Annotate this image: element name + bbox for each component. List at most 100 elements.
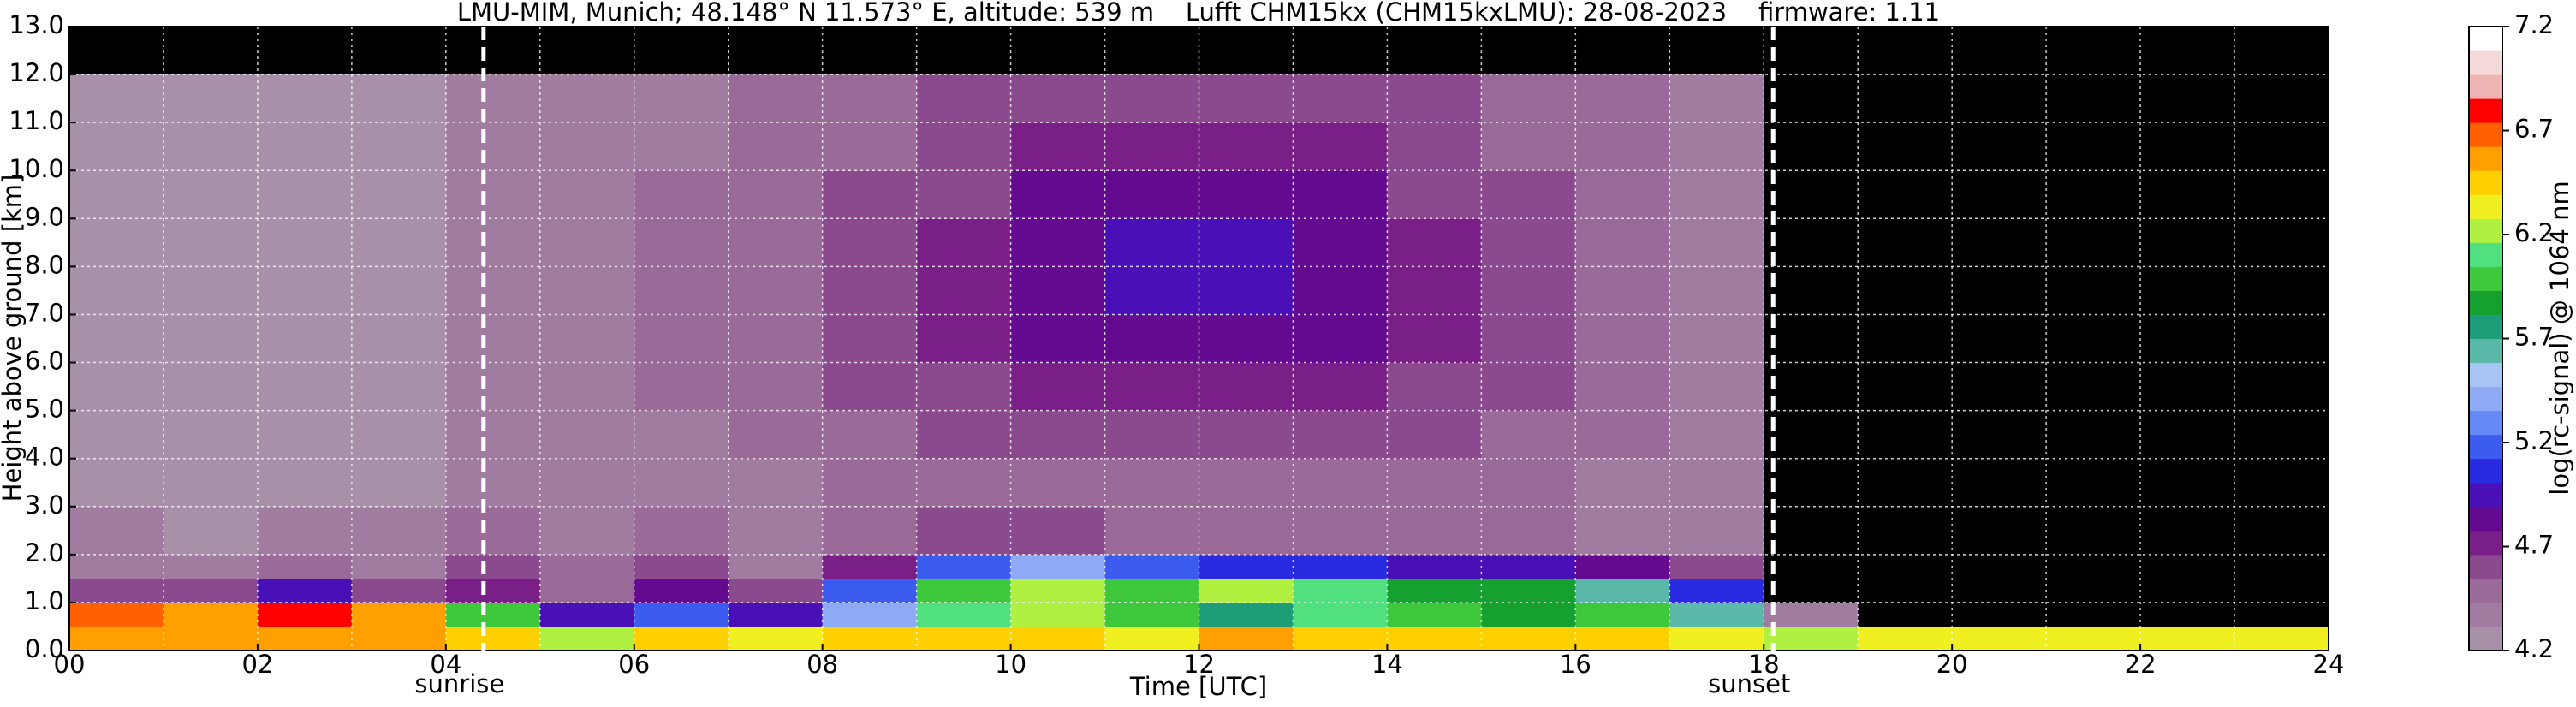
x-tick-label: 00 [54, 650, 86, 679]
heatmap-cell [1764, 578, 1859, 603]
heatmap-cell [1293, 602, 1388, 627]
heatmap-cell [69, 410, 164, 460]
colorbar-swatch [2469, 506, 2502, 532]
y-tick-label: 13.0 [9, 10, 64, 39]
heatmap-cell [539, 218, 635, 267]
heatmap-cell [257, 578, 353, 603]
heatmap-cell [822, 602, 918, 627]
heatmap-cell [351, 362, 447, 412]
heatmap-cell [445, 266, 541, 315]
heatmap-cell [2046, 266, 2141, 315]
heatmap-cell [69, 122, 164, 171]
heatmap-cell [916, 458, 1012, 508]
heatmap-cell [445, 578, 541, 603]
heatmap-cell [2234, 578, 2329, 603]
heatmap-cell [69, 170, 164, 219]
heatmap-cell [634, 122, 729, 171]
heatmap-cell [1764, 602, 1859, 627]
heatmap-cell [163, 554, 259, 579]
colorbar-tick-label: 5.2 [2514, 426, 2554, 455]
heatmap-cell [1764, 458, 1859, 508]
heatmap-cell [257, 122, 353, 171]
heatmap-cell [351, 218, 447, 267]
heatmap-cell [2234, 266, 2329, 315]
heatmap-cell [822, 170, 918, 219]
x-tick-label: 12 [1183, 650, 1215, 679]
heatmap-cell [351, 506, 447, 556]
heatmap-cell [1669, 602, 1764, 627]
heatmap-cell [916, 74, 1012, 123]
y-tick-label: 3.0 [25, 490, 64, 520]
colorbar-swatch [2469, 386, 2502, 412]
heatmap-cell [1858, 266, 1953, 315]
heatmap-cell [539, 170, 635, 219]
heatmap-cell [539, 410, 635, 460]
heatmap-cell [728, 122, 824, 171]
heatmap-cell [1858, 314, 1953, 364]
heatmap-cell [1669, 122, 1764, 171]
heatmap-cell [1199, 218, 1294, 267]
heatmap-cell [1575, 314, 1670, 364]
heatmap-cell [1575, 578, 1670, 603]
y-axis-label: Height above ground [km] [0, 175, 27, 502]
heatmap-cell [822, 362, 918, 412]
heatmap-cell [539, 122, 635, 171]
heatmap-cell [69, 74, 164, 123]
heatmap-cell [1764, 626, 1859, 651]
heatmap-cell [1293, 410, 1388, 460]
heatmap-cell [1387, 602, 1482, 627]
heatmap-cell [1104, 122, 1199, 171]
colorbar-swatch [2469, 458, 2502, 484]
heatmap-cell [634, 458, 729, 508]
heatmap-cell [634, 554, 729, 579]
y-tick-label: 4.0 [25, 443, 64, 472]
heatmap-cell [916, 218, 1012, 267]
heatmap-cell [2234, 314, 2329, 364]
heatmap-cell [1010, 362, 1106, 412]
heatmap-cell [728, 410, 824, 460]
heatmap-cell [1104, 602, 1199, 627]
heatmap-cell [69, 506, 164, 556]
heatmap-cell [822, 458, 918, 508]
heatmap-cell [539, 266, 635, 315]
heatmap-cell [1104, 626, 1199, 651]
heatmap-cell [1387, 554, 1482, 579]
heatmap-cell [2140, 218, 2235, 267]
heatmap-cell [1387, 578, 1482, 603]
heatmap-cell [351, 554, 447, 579]
heatmap-cell [728, 578, 824, 603]
x-tick-label: 06 [618, 650, 650, 679]
heatmap-cell [445, 122, 541, 171]
heatmap-cell [1387, 74, 1482, 123]
colorbar-swatch [2469, 27, 2502, 51]
colorbar-swatch [2469, 242, 2502, 267]
heatmap-cell [1669, 74, 1764, 123]
colorbar-swatch [2469, 290, 2502, 315]
heatmap-cell [728, 602, 824, 627]
heatmap-cell [728, 458, 824, 508]
heatmap-cell [1858, 506, 1953, 556]
heatmap-cell [1010, 410, 1106, 460]
heatmap-cell [1952, 602, 2047, 627]
heatmap-cell [1669, 266, 1764, 315]
heatmap-cell [1293, 554, 1388, 579]
heatmap-cell [1293, 122, 1388, 171]
colorbar-tick-label: 5.7 [2514, 323, 2554, 352]
x-tick-label: 18 [1748, 650, 1780, 679]
heatmap-cell [445, 362, 541, 412]
heatmap-cell [1858, 602, 1953, 627]
heatmap-cell [539, 578, 635, 603]
y-tick-label: 7.0 [25, 298, 64, 327]
heatmap-cell [1387, 362, 1482, 412]
heatmap-cell [163, 170, 259, 219]
colorbar-swatch [2469, 482, 2502, 508]
heatmap-cell [822, 410, 918, 460]
x-tick-label: 02 [241, 650, 273, 679]
colorbar-swatch [2469, 146, 2502, 171]
heatmap-cell [1764, 122, 1859, 171]
y-tick-label: 9.0 [25, 202, 64, 231]
heatmap-cell [69, 602, 164, 627]
heatmap-cell [1010, 554, 1106, 579]
heatmap-cell [445, 626, 541, 651]
y-tick-label: 0.0 [25, 634, 64, 663]
